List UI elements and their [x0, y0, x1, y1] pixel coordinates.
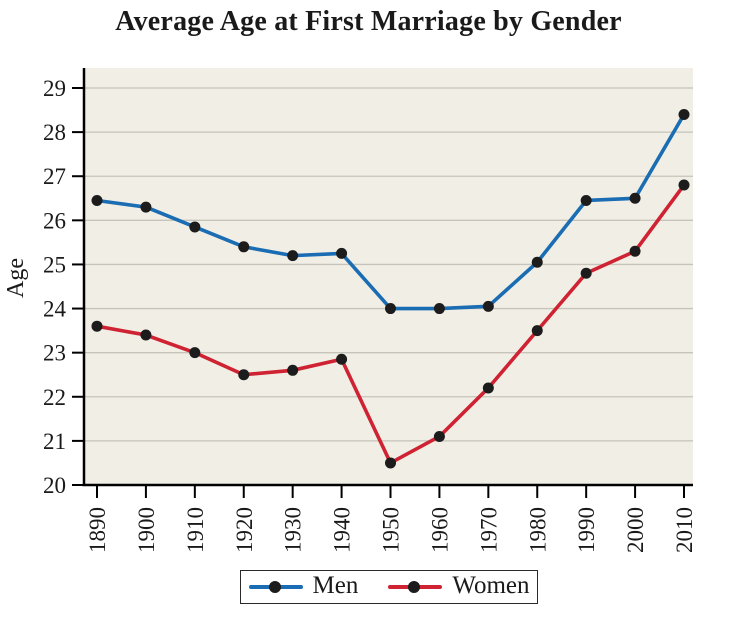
data-point-men: [287, 250, 299, 262]
data-point-women: [678, 179, 690, 191]
data-point-women: [336, 353, 348, 365]
y-tick-label: 26: [43, 208, 66, 233]
x-tick-label: 1910: [183, 507, 208, 553]
data-point-men: [433, 303, 445, 315]
y-tick-label: 24: [43, 297, 67, 322]
data-point-women: [433, 430, 445, 442]
x-tick-label: 1960: [427, 507, 452, 553]
y-tick-label: 25: [43, 252, 66, 277]
x-tick-label: 2000: [623, 507, 648, 553]
data-point-men: [238, 241, 250, 253]
y-axis-label: Age: [3, 258, 29, 298]
men-marker-dot: [268, 581, 281, 593]
x-tick-label: 2010: [672, 507, 697, 553]
legend-item-men: Men: [248, 572, 359, 601]
chart-title: Average Age at First Marriage by Gender: [115, 6, 622, 37]
x-tick-label: 1970: [476, 507, 501, 553]
legend-label-men: Men: [312, 572, 359, 599]
data-point-women: [580, 267, 592, 279]
x-tick-label: 1900: [134, 507, 159, 553]
data-point-men: [91, 194, 103, 206]
legend-item-women: Women: [388, 573, 529, 601]
data-point-women: [91, 320, 103, 332]
women-marker-dot: [408, 581, 421, 593]
data-point-men: [629, 192, 641, 204]
x-tick-label: 1980: [525, 507, 550, 553]
data-point-women: [189, 347, 201, 359]
y-tick-label: 21: [43, 429, 66, 454]
x-tick-label: 1890: [85, 507, 110, 553]
men-line-sample: [248, 581, 303, 593]
data-point-women: [238, 369, 250, 381]
plot-background: [84, 68, 693, 485]
y-tick-label: 27: [43, 164, 66, 189]
chart-legend: Men Women: [240, 570, 538, 604]
data-point-men: [482, 300, 494, 312]
y-tick-label: 29: [43, 76, 66, 101]
data-point-women: [482, 382, 494, 394]
x-tick-label: 1990: [574, 507, 599, 553]
y-tick-label: 28: [43, 120, 66, 145]
data-point-women: [287, 364, 299, 376]
legend-label-women: Women: [452, 572, 530, 599]
data-point-men: [385, 303, 396, 315]
y-tick-label: 22: [43, 385, 66, 410]
data-point-women: [629, 245, 641, 257]
data-point-women: [531, 325, 543, 337]
data-point-women: [385, 457, 396, 469]
data-point-women: [140, 329, 152, 341]
data-point-men: [531, 256, 543, 268]
data-point-men: [140, 201, 152, 213]
data-point-men: [189, 221, 201, 233]
x-tick-label: 1920: [232, 507, 257, 553]
data-point-men: [336, 247, 348, 259]
data-point-men: [580, 194, 592, 206]
x-tick-label: 1930: [281, 507, 306, 553]
data-point-men: [678, 108, 690, 120]
y-tick-label: 23: [43, 341, 66, 366]
x-tick-label: 1940: [330, 507, 355, 553]
y-tick-label: 20: [43, 473, 66, 498]
x-tick-label: 1950: [379, 507, 404, 553]
women-line-sample: [388, 581, 443, 593]
